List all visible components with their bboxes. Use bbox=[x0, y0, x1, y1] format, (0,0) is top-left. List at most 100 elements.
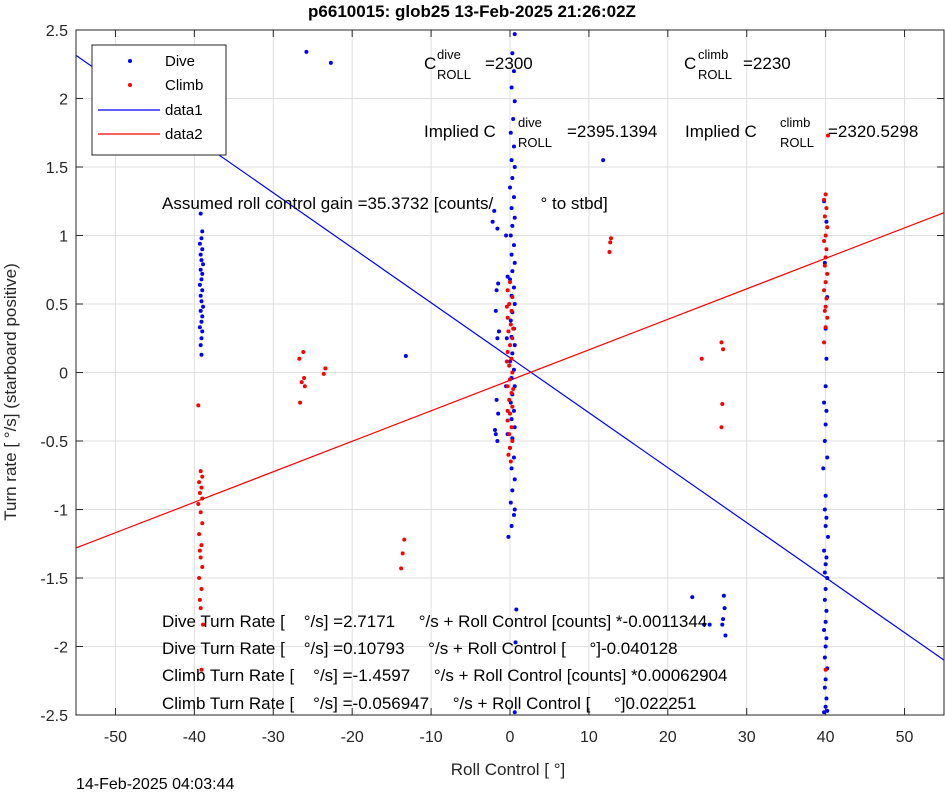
dive-point bbox=[511, 144, 516, 149]
climb-point bbox=[822, 238, 827, 243]
dive-point bbox=[495, 226, 500, 231]
dive-point bbox=[512, 32, 517, 37]
climb-point bbox=[507, 432, 512, 437]
dive-point bbox=[492, 208, 497, 213]
climb-point bbox=[608, 240, 613, 245]
dive-point bbox=[199, 299, 204, 304]
dive-point bbox=[822, 570, 827, 575]
y-tick-label: 2.5 bbox=[46, 23, 68, 40]
c-climb-sub: ROLL bbox=[698, 67, 732, 82]
dive-point bbox=[200, 229, 205, 234]
y-tick-label: -2.5 bbox=[40, 708, 68, 725]
dive-point bbox=[510, 269, 515, 274]
climb-point bbox=[823, 667, 828, 672]
x-tick-label: -10 bbox=[420, 729, 443, 746]
climb-fit-degrees: Climb Turn Rate [ °/s] =-0.056947 °/s + … bbox=[162, 694, 696, 713]
dive-point bbox=[823, 644, 828, 649]
roll-gain-note: Assumed roll control gain =35.3732 [coun… bbox=[162, 194, 608, 213]
dive-point bbox=[512, 99, 517, 104]
dive-point bbox=[824, 515, 829, 520]
climb-point bbox=[721, 347, 726, 352]
dive-point bbox=[821, 466, 826, 471]
legend-box bbox=[91, 44, 227, 156]
climb-point bbox=[199, 485, 204, 490]
data-points bbox=[196, 32, 831, 715]
dive-point bbox=[509, 158, 514, 163]
climb-point bbox=[822, 308, 827, 313]
dive-point bbox=[505, 274, 510, 279]
dive-point bbox=[511, 408, 516, 413]
dive-fit-counts: Dive Turn Rate [ °/s] =2.7171 °/s + Roll… bbox=[162, 612, 707, 631]
dive-point bbox=[197, 282, 202, 287]
climb-fit-counts: Climb Turn Rate [ °/s] =-1.4597 °/s + Ro… bbox=[162, 666, 727, 685]
climb-point bbox=[507, 363, 512, 368]
dive-point bbox=[721, 617, 726, 622]
c-dive-sub: ROLL bbox=[437, 67, 471, 82]
dive-point bbox=[510, 351, 515, 356]
dive-point bbox=[496, 281, 501, 286]
climb-point bbox=[197, 597, 202, 602]
dive-point bbox=[199, 236, 204, 241]
y-tick-label: -1.5 bbox=[40, 571, 68, 588]
dive-point bbox=[200, 271, 205, 276]
dive-point bbox=[824, 696, 829, 701]
climb-point bbox=[297, 356, 302, 361]
climb-point bbox=[508, 411, 512, 416]
climb-point bbox=[510, 295, 515, 300]
climb-point bbox=[508, 343, 512, 348]
dive-point bbox=[403, 354, 408, 359]
climb-point bbox=[509, 308, 514, 313]
dive-point bbox=[199, 352, 204, 357]
climb-point bbox=[321, 371, 326, 376]
climb-point bbox=[822, 340, 827, 345]
climb-point bbox=[824, 296, 829, 301]
dive-point bbox=[511, 69, 516, 74]
dive-point bbox=[824, 408, 829, 413]
climb-point bbox=[511, 326, 516, 331]
climb-point bbox=[200, 521, 205, 526]
x-tick-label: 30 bbox=[738, 729, 756, 746]
dive-point bbox=[722, 606, 727, 611]
climb-point bbox=[399, 566, 404, 571]
climb-point bbox=[197, 491, 202, 496]
climb-point bbox=[822, 288, 827, 293]
dive-point bbox=[198, 252, 203, 257]
climb-point bbox=[200, 496, 205, 501]
dive-point bbox=[513, 640, 518, 645]
climb-point bbox=[197, 548, 202, 553]
dive-point bbox=[512, 425, 517, 430]
climb-point bbox=[504, 359, 509, 364]
implied-climb-sup: climb bbox=[780, 115, 810, 130]
dive-point bbox=[511, 455, 516, 460]
dive-point bbox=[198, 343, 203, 348]
climb-point bbox=[198, 510, 203, 515]
climb-point bbox=[506, 329, 511, 334]
c-climb-base: C bbox=[684, 54, 696, 73]
implied-climb-value: =2320.5298 bbox=[828, 122, 918, 141]
climb-point bbox=[823, 255, 828, 260]
c-dive-value: =2300 bbox=[485, 54, 533, 73]
dive-point bbox=[823, 677, 828, 682]
dive-point bbox=[707, 622, 712, 627]
climb-point bbox=[198, 606, 203, 611]
climb-point bbox=[504, 304, 509, 309]
footer-timestamp: 14-Feb-2025 04:03:44 bbox=[76, 776, 234, 792]
dive-point bbox=[509, 417, 514, 422]
dive-point bbox=[510, 223, 515, 228]
dive-point bbox=[199, 319, 204, 324]
dive-point bbox=[690, 595, 695, 600]
climb-point bbox=[508, 280, 512, 285]
climb-point bbox=[510, 439, 515, 443]
dive-point bbox=[493, 308, 498, 313]
dive-point bbox=[512, 302, 517, 306]
legend: Dive Climb data1 data2 bbox=[91, 44, 227, 156]
dive-point bbox=[496, 329, 501, 334]
climb-point bbox=[196, 403, 201, 408]
implied-dive-sup: dive bbox=[518, 115, 542, 130]
dive-point bbox=[512, 260, 517, 265]
dive-point bbox=[198, 267, 203, 272]
dive-point bbox=[601, 158, 606, 163]
dive-point bbox=[508, 185, 512, 190]
dive-point bbox=[509, 466, 514, 471]
legend-climb-label: Climb bbox=[165, 77, 203, 94]
